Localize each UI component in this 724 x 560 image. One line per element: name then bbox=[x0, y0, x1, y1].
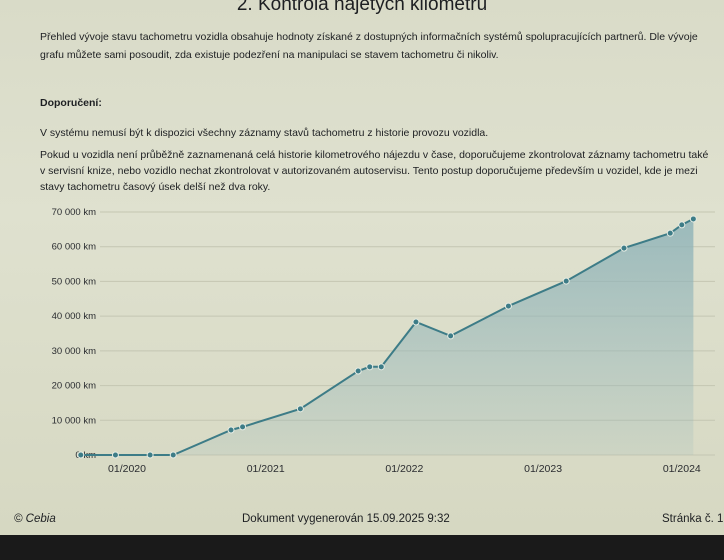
y-tick-label: 10 000 km bbox=[52, 415, 96, 426]
data-point bbox=[678, 221, 686, 229]
data-point bbox=[377, 363, 385, 371]
recommendation-2-line-1: Pokud u vozidla není průběžně zaznamenan… bbox=[40, 149, 709, 161]
data-point bbox=[620, 244, 628, 252]
data-point bbox=[296, 405, 304, 413]
generated-date: Dokument vygenerován 15.09.2025 9:32 bbox=[242, 513, 450, 525]
y-tick-label: 50 000 km bbox=[52, 276, 96, 287]
data-point bbox=[239, 423, 247, 431]
page-title: 2. Kontrola najetých kilometrů bbox=[236, 0, 488, 15]
series-line bbox=[80, 218, 694, 456]
data-point bbox=[169, 451, 177, 459]
data-point bbox=[146, 451, 154, 459]
y-tick-label: 40 000 km bbox=[52, 311, 96, 322]
y-tick-label: 60 000 km bbox=[52, 242, 96, 253]
intro-line-1: Přehled vývoje stavu tachometru vozidla … bbox=[40, 31, 698, 43]
data-point bbox=[227, 426, 235, 434]
document-page: 2. Kontrola najetých kilometrů Přehled v… bbox=[0, 0, 724, 535]
data-point bbox=[412, 318, 420, 326]
y-tick-label: 30 000 km bbox=[52, 346, 96, 357]
y-tick-label: 20 000 km bbox=[52, 381, 96, 392]
data-point bbox=[666, 229, 674, 237]
data-point bbox=[77, 451, 85, 459]
data-point bbox=[366, 363, 374, 371]
page-number: Stránka č. 1 bbox=[662, 513, 724, 525]
recommendation-2-line-2: v servisní knize, nebo vozidlo nechat zk… bbox=[40, 165, 698, 177]
recommendation-1: V systému nemusí být k dispozici všechny… bbox=[40, 127, 489, 139]
data-point bbox=[111, 451, 119, 459]
intro-line-2: grafu můžete sami posoudit, zda existuje… bbox=[40, 49, 499, 61]
data-point bbox=[504, 302, 512, 310]
y-tick-label: 70 000 km bbox=[52, 207, 96, 218]
x-tick-label: 01/2021 bbox=[247, 463, 285, 475]
data-point bbox=[447, 332, 455, 340]
recommendation-2-line-3: stavy tachometru časový úsek delší než d… bbox=[40, 181, 271, 193]
copyright: © Cebia bbox=[14, 513, 56, 525]
x-tick-label: 01/2023 bbox=[524, 463, 562, 475]
x-tick-label: 01/2020 bbox=[108, 463, 146, 475]
data-point bbox=[354, 367, 362, 375]
data-point bbox=[689, 215, 697, 223]
x-tick-label: 01/2024 bbox=[663, 463, 701, 475]
area-fill bbox=[80, 218, 694, 455]
recommendation-heading: Doporučení: bbox=[40, 97, 102, 109]
x-tick-label: 01/2022 bbox=[385, 463, 423, 475]
data-point bbox=[562, 277, 570, 285]
